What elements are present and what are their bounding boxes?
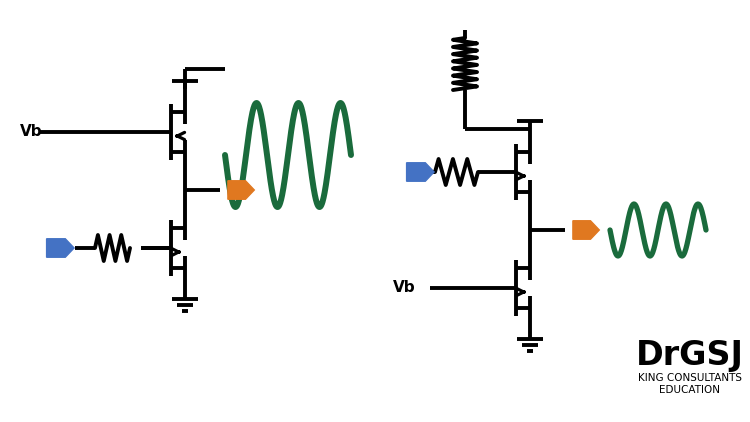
Text: Vb: Vb (20, 124, 43, 140)
Polygon shape (228, 181, 254, 199)
Polygon shape (573, 221, 599, 239)
Text: DrGSJ: DrGSJ (636, 338, 744, 371)
Text: KING CONSULTANTS: KING CONSULTANTS (638, 373, 742, 383)
Text: Vb: Vb (393, 281, 416, 295)
Text: EDUCATION: EDUCATION (659, 385, 721, 395)
Polygon shape (46, 239, 74, 257)
Polygon shape (406, 163, 434, 181)
